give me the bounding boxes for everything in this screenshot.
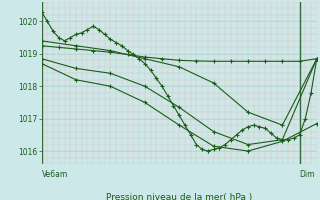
Text: Pression niveau de la mer( hPa ): Pression niveau de la mer( hPa ) xyxy=(106,193,252,200)
Text: Dim: Dim xyxy=(300,170,315,179)
Text: Ve6am: Ve6am xyxy=(42,170,68,179)
